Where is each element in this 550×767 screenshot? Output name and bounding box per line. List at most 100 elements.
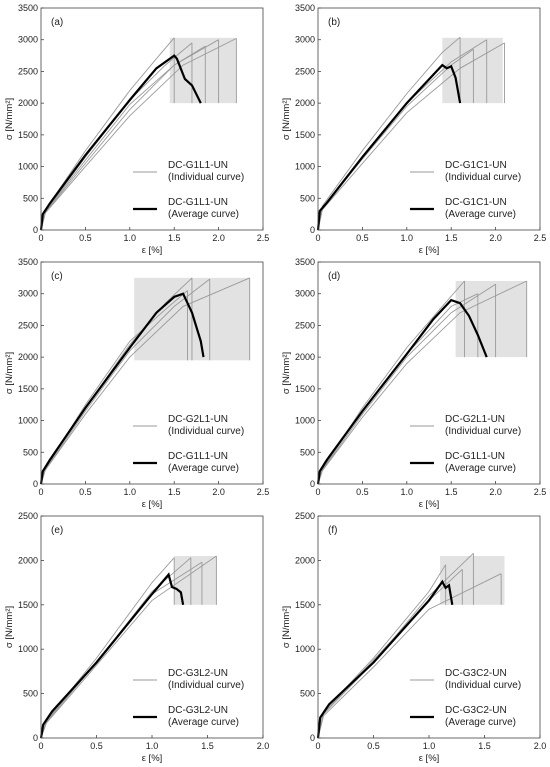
- x-tick-label: 2.0: [489, 487, 502, 497]
- x-tick-label: 2.5: [534, 233, 547, 243]
- chart-panel-3: 0 0.5 1.0 1.5 2.0 2.5 0 500 1000 1500 2000 2500 3000…: [4, 257, 269, 510]
- panel-label: (b): [328, 17, 340, 28]
- x-tick-label: 2.5: [257, 233, 270, 243]
- y-tick-label: 500: [23, 193, 38, 203]
- average-curve: [316, 298, 488, 485]
- y-tick-label: 3000: [295, 289, 315, 299]
- average-curve: [316, 579, 454, 739]
- y-tick-label: 500: [23, 689, 38, 699]
- x-tick-label: 2.0: [489, 233, 502, 243]
- legend-label-individual: DC-G1L1-UN: [168, 160, 228, 171]
- y-tick-label: 0: [33, 479, 38, 489]
- y-tick-label: 3500: [295, 257, 315, 267]
- y-tick-label: 2000: [295, 555, 315, 565]
- y-tick-label: 3000: [18, 35, 38, 45]
- y-axis-label: σ [N/mm²]: [281, 98, 292, 140]
- y-tick-label: 1500: [18, 384, 38, 394]
- legend-sublabel-average: (Average curve): [168, 717, 239, 728]
- y-tick-label: 2000: [18, 352, 38, 362]
- average-curve: [39, 54, 202, 231]
- x-tick-label: 2.0: [257, 741, 270, 751]
- x-tick-label: 0: [315, 487, 320, 497]
- x-axis-label: ε [%]: [142, 753, 163, 764]
- chart-panel-1: 0 0.5 1.0 1.5 2.0 2.5 0 500 1000 1500 2000 2500 3000…: [4, 3, 269, 256]
- x-tick-label: 1.0: [146, 741, 159, 751]
- y-tick-label: 2000: [18, 98, 38, 108]
- x-tick-label: 0: [38, 233, 43, 243]
- y-tick-label: 2000: [295, 98, 315, 108]
- x-tick-label: 1.5: [168, 233, 181, 243]
- scatter-band: [455, 281, 527, 358]
- scatter-band: [442, 37, 503, 104]
- y-axis-label: σ [N/mm²]: [281, 352, 292, 394]
- y-tick-label: 0: [310, 479, 315, 489]
- legend-sublabel-individual: (Individual curve): [168, 426, 244, 437]
- y-axis-label: σ [N/mm²]: [4, 98, 15, 140]
- x-tick-label: 1.0: [423, 741, 436, 751]
- y-axis-label: σ [N/mm²]: [4, 606, 15, 648]
- x-axis-label: ε [%]: [142, 245, 163, 256]
- x-tick-label: 1.0: [124, 233, 137, 243]
- x-tick-label: 0.5: [79, 487, 92, 497]
- individual-curve-4: [317, 568, 463, 739]
- x-axis-label: ε [%]: [142, 499, 163, 510]
- legend-label-average: DC-G1L1-UN: [445, 451, 505, 462]
- legend-sublabel-individual: (Individual curve): [168, 680, 244, 691]
- y-tick-label: 3000: [295, 35, 315, 45]
- legend-label-average: DC-G1C1-UN: [445, 197, 507, 208]
- legend-sublabel-average: (Average curve): [445, 209, 516, 220]
- average-curve: [316, 63, 462, 231]
- x-tick-label: 0: [315, 741, 320, 751]
- y-tick-label: 0: [310, 225, 315, 235]
- y-tick-label: 2500: [18, 66, 38, 76]
- plot-frame: [317, 7, 541, 231]
- legend-label-average: DC-G1L1-UN: [168, 197, 228, 208]
- y-tick-label: 1500: [18, 600, 38, 610]
- x-tick-label: 2.5: [257, 487, 270, 497]
- y-tick-label: 2000: [295, 352, 315, 362]
- y-tick-label: 1500: [295, 384, 315, 394]
- panel-label: (d): [328, 271, 340, 282]
- x-tick-label: 2.0: [212, 487, 225, 497]
- legend-sublabel-average: (Average curve): [168, 463, 239, 474]
- y-tick-label: 1000: [18, 644, 38, 654]
- individual-curve-4: [40, 290, 188, 485]
- legend-sublabel-individual: (Individual curve): [445, 426, 521, 437]
- x-tick-label: 2.5: [534, 487, 547, 497]
- y-tick-label: 1500: [295, 600, 315, 610]
- plot-frame: [317, 515, 541, 739]
- panel-label: (f): [328, 525, 337, 536]
- panel-label: (e): [51, 525, 63, 536]
- legend-sublabel-average: (Average curve): [445, 717, 516, 728]
- y-tick-label: 2000: [18, 555, 38, 565]
- y-tick-label: 2500: [295, 511, 315, 521]
- x-tick-label: 0: [38, 741, 43, 751]
- panel-label: (c): [51, 271, 63, 282]
- y-tick-label: 1500: [295, 130, 315, 140]
- average-curve: [39, 292, 205, 485]
- legend-label-individual: DC-G2L1-UN: [168, 414, 228, 425]
- y-tick-label: 3500: [18, 3, 38, 13]
- x-tick-label: 1.0: [401, 487, 414, 497]
- legend-label-average: DC-G3L2-UN: [168, 705, 228, 716]
- chart-panel-6: 0 0.5 1.0 1.5 2.0 0 500 1000 1500 2000 2500 ε [%] σ …: [281, 511, 546, 764]
- y-tick-label: 500: [23, 447, 38, 457]
- legend-label-individual: DC-G2L1-UN: [445, 414, 505, 425]
- scatter-band: [440, 555, 505, 605]
- y-tick-label: 3500: [295, 3, 315, 13]
- plot-frame: [317, 261, 541, 485]
- x-tick-label: 1.5: [168, 487, 181, 497]
- y-tick-label: 0: [33, 225, 38, 235]
- legend-label-individual: DC-G3C2-UN: [445, 668, 507, 679]
- y-axis-label: σ [N/mm²]: [281, 606, 292, 648]
- x-tick-label: 0.5: [356, 233, 369, 243]
- x-tick-label: 1.5: [201, 741, 214, 751]
- legend-sublabel-individual: (Individual curve): [445, 172, 521, 183]
- y-tick-label: 500: [300, 193, 315, 203]
- y-tick-label: 2500: [295, 66, 315, 76]
- legend-sublabel-individual: (Individual curve): [168, 172, 244, 183]
- individual-curve-5: [40, 45, 206, 231]
- x-tick-label: 1.5: [445, 233, 458, 243]
- plot-frame: [40, 7, 264, 231]
- x-axis-label: ε [%]: [419, 499, 440, 510]
